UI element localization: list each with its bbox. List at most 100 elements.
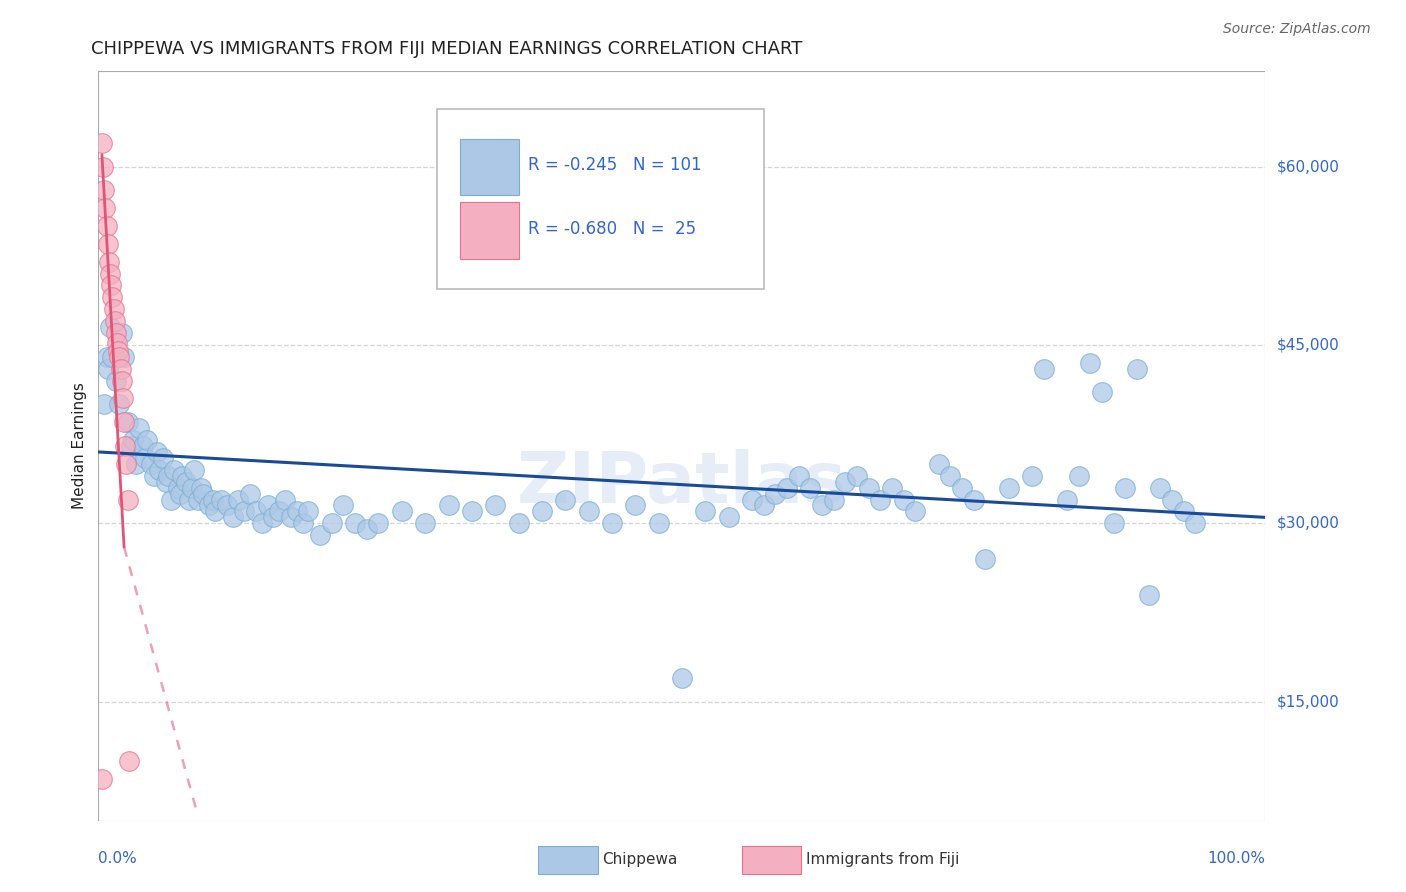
Point [159, 492, 181, 507]
Point [107, 343, 129, 358]
Point [256, 499, 278, 513]
Point [122, 433, 145, 447]
Point [198, 499, 221, 513]
Point [96, 219, 118, 233]
Point [717, 510, 740, 524]
Point [91, 160, 114, 174]
Text: $60,000: $60,000 [1277, 159, 1340, 174]
Point [94, 201, 117, 215]
FancyBboxPatch shape [437, 109, 763, 289]
Point [111, 392, 134, 406]
Point [1091, 385, 1114, 400]
Point [578, 195, 600, 210]
Point [1102, 516, 1125, 531]
Point [950, 481, 973, 495]
Point [101, 290, 124, 304]
Point [787, 468, 810, 483]
Point [1067, 468, 1090, 483]
Point [209, 492, 232, 507]
Text: $15,000: $15,000 [1277, 694, 1340, 709]
Point [880, 481, 903, 495]
Point [111, 374, 134, 388]
Point [172, 468, 194, 483]
Point [624, 499, 647, 513]
Y-axis label: Median Earnings: Median Earnings [72, 383, 87, 509]
Point [190, 481, 212, 495]
Point [152, 450, 174, 465]
Point [1173, 504, 1195, 518]
Point [1021, 468, 1043, 483]
Point [111, 326, 134, 340]
Point [166, 481, 188, 495]
Point [600, 516, 623, 531]
Point [250, 516, 273, 531]
Point [1126, 361, 1149, 376]
Point [321, 516, 343, 531]
Point [274, 492, 297, 507]
Point [239, 486, 262, 500]
Text: Source: ZipAtlas.com: Source: ZipAtlas.com [1223, 22, 1371, 37]
Point [554, 492, 576, 507]
Point [93, 183, 115, 197]
Point [148, 463, 170, 477]
Point [157, 468, 180, 483]
Point [204, 504, 226, 518]
Point [90, 136, 112, 150]
Point [112, 350, 135, 364]
Point [344, 516, 367, 531]
Point [647, 516, 669, 531]
Point [104, 326, 127, 340]
Point [776, 481, 799, 495]
Point [97, 236, 120, 251]
Point [297, 504, 319, 518]
Point [1032, 361, 1054, 376]
Point [893, 492, 915, 507]
Point [356, 522, 378, 536]
Point [823, 492, 845, 507]
Point [96, 350, 118, 364]
Point [974, 552, 997, 566]
Point [105, 335, 128, 350]
Text: $45,000: $45,000 [1277, 337, 1340, 352]
Point [1184, 516, 1206, 531]
Point [110, 361, 132, 376]
Point [962, 492, 984, 507]
Point [118, 754, 141, 768]
Point [391, 504, 413, 518]
Point [128, 421, 150, 435]
Point [671, 671, 693, 685]
Point [228, 492, 250, 507]
Point [285, 504, 308, 518]
Point [799, 481, 821, 495]
Point [484, 499, 506, 513]
Point [163, 463, 186, 477]
Text: ZIPatlas: ZIPatlas [517, 449, 846, 518]
Point [1161, 492, 1184, 507]
Text: 0.0%: 0.0% [98, 851, 138, 866]
FancyBboxPatch shape [460, 139, 519, 195]
Point [811, 499, 834, 513]
Point [413, 516, 436, 531]
Point [262, 510, 284, 524]
Point [763, 486, 786, 500]
Point [245, 504, 267, 518]
Point [1149, 481, 1171, 495]
Point [98, 267, 121, 281]
Point [834, 475, 856, 489]
Point [1114, 481, 1136, 495]
Point [904, 504, 927, 518]
Point [120, 439, 142, 453]
Point [508, 516, 530, 531]
Point [997, 481, 1019, 495]
Point [155, 475, 177, 489]
Point [90, 772, 112, 786]
Point [530, 504, 553, 518]
Point [741, 492, 763, 507]
Point [108, 397, 131, 411]
Point [104, 374, 127, 388]
Point [280, 510, 302, 524]
Point [98, 320, 121, 334]
Point [100, 278, 122, 293]
Point [117, 492, 139, 507]
Point [201, 492, 224, 507]
